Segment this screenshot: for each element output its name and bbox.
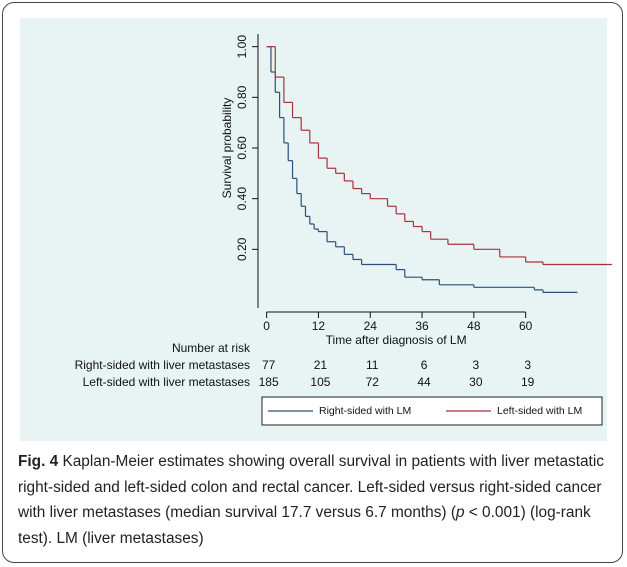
risk-count: 72 (366, 375, 380, 389)
risk-count: 105 (310, 375, 330, 389)
x-tick-label: 60 (519, 319, 533, 333)
x-tick-label: 48 (467, 319, 481, 333)
caption-label: Fig. 4 (18, 453, 59, 470)
figure-panel (20, 18, 607, 441)
risk-count: 30 (469, 375, 483, 389)
risk-row-label: Right-sided with liver metastases (75, 358, 250, 372)
x-tick-label: 36 (415, 319, 429, 333)
x-tick-label: 12 (312, 319, 326, 333)
y-axis-title: Survival probability (220, 98, 234, 199)
figure-frame (2, 2, 623, 563)
y-tick-label: 0.40 (235, 187, 249, 211)
y-tick-label: 0.80 (235, 85, 249, 109)
legend-label: Left-sided with LM (497, 405, 582, 417)
risk-count: 11 (366, 358, 379, 372)
chart: 0.200.400.600.801.000 12 24 36 48 60Survival … (75, 34, 612, 426)
risk-count: 77 (262, 358, 276, 372)
risk-count: 19 (521, 375, 535, 389)
risk-count: 21 (314, 358, 328, 372)
y-tick-label: 0.60 (235, 136, 249, 160)
risk-table-title: Number at risk (172, 341, 251, 355)
y-tick-label: 1.00 (235, 35, 249, 59)
risk-count: 3 (524, 358, 531, 372)
legend-box (261, 396, 603, 426)
x-tick-label: 24 (364, 319, 378, 333)
caption-italic: p (455, 504, 465, 522)
caption-text: < 0.001) (log-rank test). LM (liver meta… (18, 504, 591, 547)
y-tick-label: 0.20 (235, 237, 249, 261)
x-axis-title: Time after diagnosis of LM (326, 333, 467, 347)
caption: Fig. 4 Kaplan-Meier estimates showing ov… (18, 449, 614, 551)
risk-count: 44 (417, 375, 431, 389)
risk-count: 6 (421, 358, 428, 372)
caption-text: Kaplan-Meier estimates showing overall s… (18, 453, 604, 522)
x-tick-label: 0 (263, 319, 270, 333)
legend-label: Right-sided with LM (319, 405, 411, 417)
risk-row-label: Left-sided with liver metastases (83, 375, 250, 389)
risk-count: 185 (259, 375, 279, 389)
risk-count: 3 (473, 358, 480, 372)
